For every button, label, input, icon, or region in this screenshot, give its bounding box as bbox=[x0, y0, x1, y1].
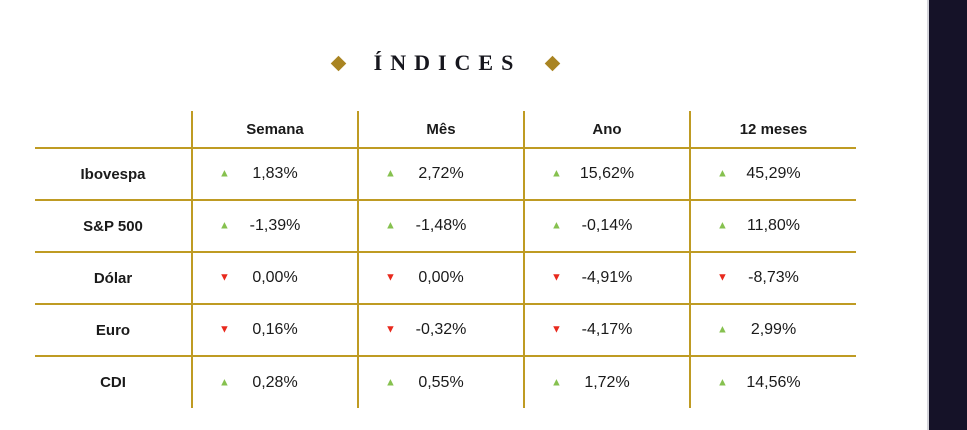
column-header: 12 meses bbox=[690, 111, 856, 149]
page-title: ÍNDICES bbox=[35, 50, 856, 76]
indices-table: Semana Mês Ano 12 meses Ibovespa ▲ 1,83% ▲ 2,72… bbox=[35, 111, 856, 408]
up-arrow-icon: ▲ bbox=[717, 323, 728, 336]
value-cell: ▼ 0,00% bbox=[192, 252, 359, 305]
table-row: Euro ▼ 0,16% ▼ -0,32% ▼ -4,17% ▲ 2,99% bbox=[35, 304, 856, 357]
row-label: Euro bbox=[35, 304, 193, 357]
percent-value: -0,14% bbox=[581, 217, 633, 234]
up-arrow-icon: ▲ bbox=[385, 219, 396, 232]
up-arrow-icon: ▲ bbox=[385, 376, 396, 388]
up-arrow-icon: ▲ bbox=[385, 167, 396, 180]
percent-value: 0,00% bbox=[252, 269, 298, 286]
table-row: S&P 500 ▲ -1,39% ▲ -1,48% ▲ -0,14% ▲ 11,80% bbox=[35, 200, 856, 253]
value-cell: ▲ 14,56% bbox=[690, 356, 856, 408]
value-cell: ▲ 2,72% bbox=[358, 148, 525, 201]
percent-value: 45,29% bbox=[746, 165, 801, 182]
value-cell: ▲ 15,62% bbox=[524, 148, 691, 201]
value-cell: ▲ 1,83% bbox=[192, 148, 359, 201]
up-arrow-icon: ▲ bbox=[551, 167, 562, 180]
percent-value: 0,16% bbox=[252, 321, 298, 338]
column-header: Semana bbox=[192, 111, 359, 149]
content-area: ÍNDICES Semana Mês Ano 12 meses Ibovespa ▲ 1,… bbox=[35, 0, 856, 430]
value-cell: ▼ -0,32% bbox=[358, 304, 525, 357]
percent-value: 15,62% bbox=[579, 165, 635, 182]
row-label-header bbox=[35, 111, 193, 149]
table-row: Ibovespa ▲ 1,83% ▲ 2,72% ▲ 15,62% ▲ 45,29% bbox=[35, 148, 856, 201]
down-arrow-icon: ▼ bbox=[219, 323, 230, 336]
percent-value: 0,28% bbox=[252, 373, 298, 391]
percent-value: 14,56% bbox=[746, 373, 801, 391]
down-arrow-icon: ▼ bbox=[551, 271, 562, 284]
up-arrow-icon: ▲ bbox=[717, 219, 728, 232]
right-dark-panel bbox=[927, 0, 967, 430]
value-cell: ▲ 45,29% bbox=[690, 148, 856, 201]
value-cell: ▲ 0,55% bbox=[358, 356, 525, 408]
percent-value: 2,99% bbox=[750, 321, 797, 338]
percent-value: -4,91% bbox=[581, 269, 633, 286]
value-cell: ▲ -1,39% bbox=[192, 200, 359, 253]
header-row: Semana Mês Ano 12 meses bbox=[35, 111, 856, 149]
percent-value: 1,83% bbox=[252, 165, 298, 182]
value-cell: ▼ 0,00% bbox=[358, 252, 525, 305]
percent-value: -4,17% bbox=[581, 321, 633, 338]
up-arrow-icon: ▲ bbox=[219, 219, 230, 232]
column-header: Mês bbox=[358, 111, 525, 149]
value-cell: ▲ 0,28% bbox=[192, 356, 359, 408]
row-label: CDI bbox=[35, 356, 193, 408]
percent-value: 0,00% bbox=[418, 269, 464, 286]
value-cell: ▼ -4,17% bbox=[524, 304, 691, 357]
row-label: Dólar bbox=[35, 252, 193, 305]
percent-value: -0,32% bbox=[415, 321, 467, 338]
table-row: Dólar ▼ 0,00% ▼ 0,00% ▼ -4,91% ▼ -8,73% bbox=[35, 252, 856, 305]
percent-value: 2,72% bbox=[418, 165, 464, 182]
up-arrow-icon: ▲ bbox=[717, 167, 728, 180]
value-cell: ▼ -4,91% bbox=[524, 252, 691, 305]
row-label: Ibovespa bbox=[35, 148, 193, 201]
up-arrow-icon: ▲ bbox=[551, 219, 562, 232]
value-cell: ▼ 0,16% bbox=[192, 304, 359, 357]
percent-value: -1,48% bbox=[415, 217, 467, 234]
percent-value: 1,72% bbox=[584, 373, 630, 391]
title-text: ÍNDICES bbox=[373, 50, 522, 75]
diamond-icon bbox=[545, 55, 561, 71]
down-arrow-icon: ▼ bbox=[717, 271, 728, 284]
value-cell: ▲ -1,48% bbox=[358, 200, 525, 253]
percent-value: -1,39% bbox=[249, 217, 301, 234]
table-header: Semana Mês Ano 12 meses bbox=[35, 111, 856, 149]
percent-value: 0,55% bbox=[418, 373, 464, 391]
up-arrow-icon: ▲ bbox=[717, 376, 728, 388]
percent-value: 11,80% bbox=[746, 217, 801, 234]
diamond-icon bbox=[330, 55, 346, 71]
table-row: CDI ▲ 0,28% ▲ 0,55% ▲ 1,72% ▲ 14,56% bbox=[35, 356, 856, 408]
up-arrow-icon: ▲ bbox=[551, 376, 562, 388]
down-arrow-icon: ▼ bbox=[385, 323, 396, 336]
value-cell: ▲ 1,72% bbox=[524, 356, 691, 408]
value-cell: ▲ 11,80% bbox=[690, 200, 856, 253]
down-arrow-icon: ▼ bbox=[219, 271, 230, 284]
value-cell: ▲ -0,14% bbox=[524, 200, 691, 253]
value-cell: ▲ 2,99% bbox=[690, 304, 856, 357]
table-body: Ibovespa ▲ 1,83% ▲ 2,72% ▲ 15,62% ▲ 45,29% S&P 50… bbox=[35, 148, 856, 408]
percent-value: -8,73% bbox=[748, 269, 799, 286]
row-label: S&P 500 bbox=[35, 200, 193, 253]
down-arrow-icon: ▼ bbox=[385, 271, 396, 284]
column-header: Ano bbox=[524, 111, 691, 149]
up-arrow-icon: ▲ bbox=[219, 376, 230, 388]
down-arrow-icon: ▼ bbox=[551, 323, 562, 336]
value-cell: ▼ -8,73% bbox=[690, 252, 856, 305]
up-arrow-icon: ▲ bbox=[219, 167, 230, 180]
